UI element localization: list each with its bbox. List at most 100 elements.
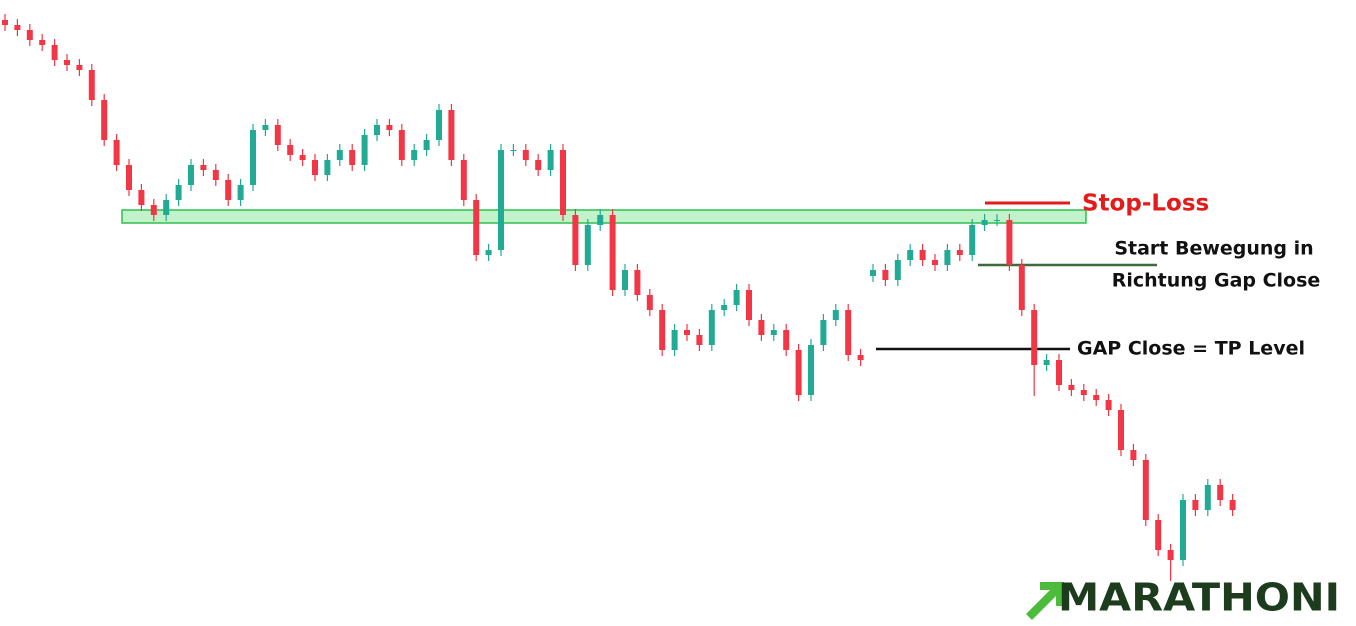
candle-body [101,100,108,140]
candle-body [1105,400,1112,410]
candle-body [659,310,666,350]
candle-body [870,270,876,276]
candle-body [783,330,790,350]
candle-body [522,150,529,160]
candle-body [1180,500,1186,560]
candle-body [1167,550,1174,560]
candle-body [994,220,1000,221]
candle-body [1229,500,1236,510]
candle-body [460,160,467,200]
candle-body [485,250,492,255]
candle-body [274,125,281,145]
candle-body [299,155,306,160]
annotation: GAP Close = TP Level [1077,338,1305,360]
candle-body [64,60,70,65]
candle-body [287,145,294,155]
candle-body [622,270,628,290]
candle-body [597,215,604,225]
candle-body [39,40,46,45]
candle-body [1130,450,1137,460]
candle-body [820,320,827,345]
candle-body [1118,410,1124,450]
logo: MARATHONI [1058,576,1340,620]
candle-body [26,30,33,40]
annotation: Start Bewegung in [1114,238,1313,260]
candle-body [163,200,170,215]
candle-body [324,160,331,175]
candle-body [1217,485,1224,500]
candle-body [1068,385,1075,390]
candle-body [1043,360,1050,365]
candle-body [312,160,318,175]
candle-body [981,220,988,225]
candle-body [374,125,380,135]
candle-body [932,260,938,265]
candle-body [708,310,715,345]
candle-body [1056,360,1062,385]
candle-body [1155,520,1162,550]
candle-body [423,140,430,150]
candle-body [832,310,839,320]
candle-body [882,270,889,280]
candle-body [398,130,405,160]
candle-body [175,185,182,200]
candle-body [212,170,219,180]
candle-body [894,260,901,280]
candle-body [845,310,852,355]
logo-arrow [1026,582,1064,620]
annotation: Stop-Loss [1082,191,1209,217]
candle-body [907,250,914,260]
candle-body [2,20,8,25]
candle-body [671,330,678,350]
candle-body [250,130,256,185]
candle-body [746,290,752,320]
candle-body [411,150,418,160]
candles [2,14,1236,581]
candle-body [336,150,343,160]
candle-body [1204,485,1211,510]
candle-body [969,225,976,255]
candle-body [721,305,728,310]
candle-body [857,355,864,360]
candle-body [510,150,517,151]
candle-body [770,330,777,335]
candle-body [684,330,690,335]
candle-body [1093,395,1100,400]
candle-body [361,135,368,165]
candle-body [225,180,232,200]
candle-body [1192,500,1199,510]
candle-body [944,250,951,265]
candle-body [14,25,21,30]
candle-body [188,165,194,185]
candle-body [473,200,480,255]
candle-body [200,165,207,170]
candle-body [535,160,542,170]
candle-body [88,70,95,100]
candle-body [696,335,703,345]
candle-body [733,290,740,305]
candle-body [758,320,765,335]
candle-body [349,150,356,165]
candle-body [51,45,58,60]
annotation: Richtung Gap Close [1112,270,1321,292]
gap-zone [121,209,1087,224]
candle-body [138,190,145,205]
candle-body [560,150,566,215]
candle-body [547,150,554,170]
candle-body [113,140,120,165]
candle-body [634,270,641,295]
candle-body [808,345,814,395]
candle-body [1142,460,1149,520]
candle-body [386,125,393,130]
candle-body [1006,220,1013,265]
candle-body [1031,310,1038,365]
candle-body [609,215,616,290]
candle-body [646,295,653,310]
candle-body [1018,265,1025,310]
candle-body [76,65,83,70]
candle-body [1080,390,1087,395]
candle-body [448,110,455,160]
candle-body [237,185,244,200]
